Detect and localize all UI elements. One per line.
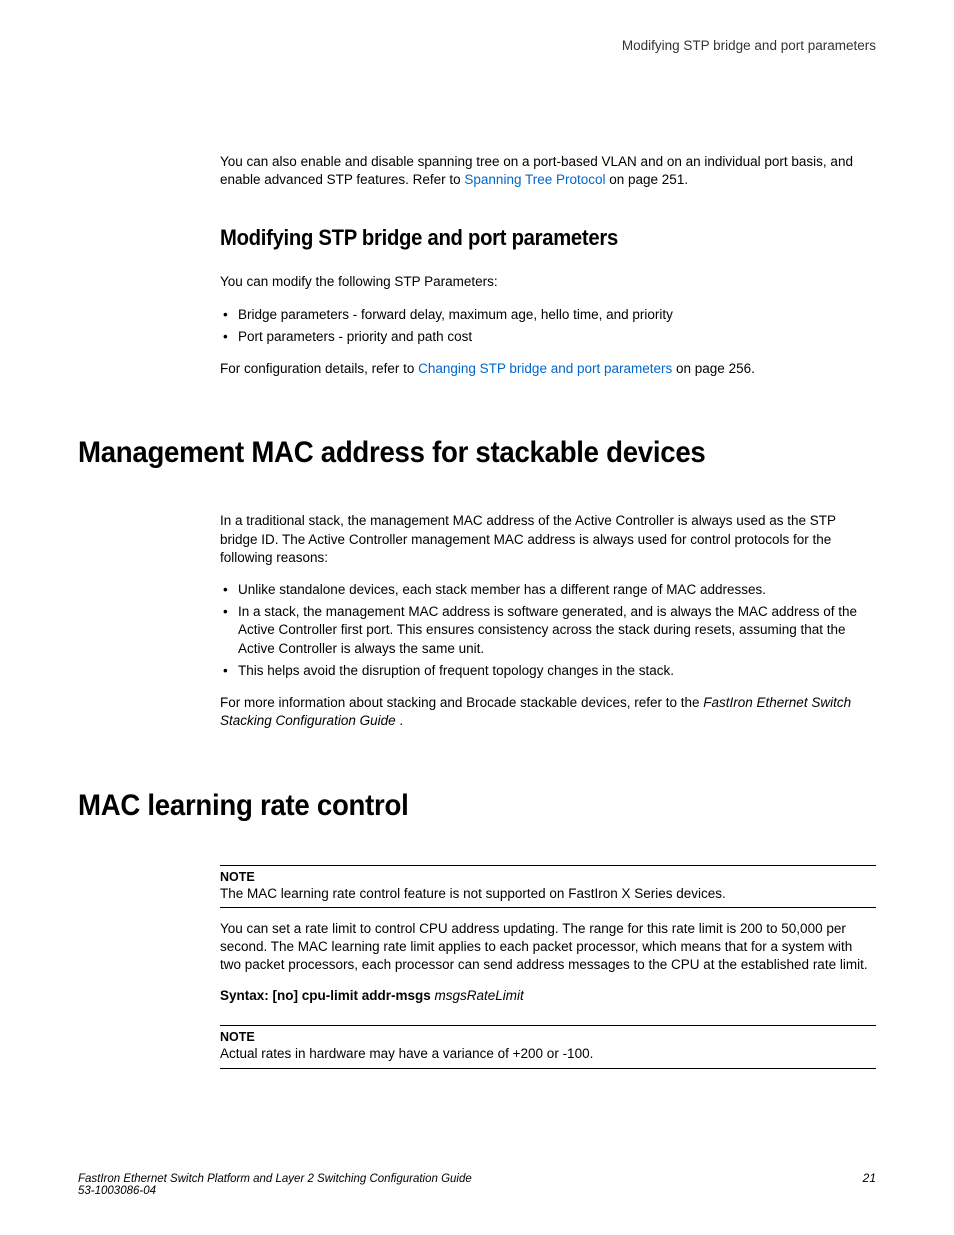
heading-management-mac: Management MAC address for stackable dev…	[78, 436, 812, 470]
footer-docnum: 53-1003086-04	[78, 1185, 876, 1197]
mac-mgmt-p2: For more information about stacking and …	[220, 694, 876, 730]
note-text: Actual rates in hardware may have a vari…	[220, 1045, 876, 1063]
list-item: Bridge parameters - forward delay, maxim…	[220, 306, 876, 324]
mac-mgmt-p2-post: .	[396, 713, 404, 728]
stp-p2: For configuration details, refer to Chan…	[220, 360, 876, 378]
mac-mgmt-p2-pre: For more information about stacking and …	[220, 695, 703, 710]
heading-modifying-stp: Modifying STP bridge and port parameters	[220, 225, 824, 251]
mac-rate-block: NOTE The MAC learning rate control featu…	[220, 865, 876, 1069]
mac-rate-p1: You can set a rate limit to control CPU …	[220, 920, 876, 975]
page-footer: FastIron Ethernet Switch Platform and La…	[78, 1171, 876, 1197]
footer-page-number: 21	[863, 1171, 876, 1185]
note-box-1: NOTE The MAC learning rate control featu…	[220, 865, 876, 908]
note-text: The MAC learning rate control feature is…	[220, 885, 876, 903]
mac-mgmt-block: In a traditional stack, the management M…	[220, 512, 876, 730]
stp-p2-post: on page 256.	[672, 361, 755, 376]
note-box-2: NOTE Actual rates in hardware may have a…	[220, 1025, 876, 1068]
stp-bullet-list: Bridge parameters - forward delay, maxim…	[220, 306, 876, 346]
list-item: This helps avoid the disruption of frequ…	[220, 662, 876, 680]
note-label: NOTE	[220, 870, 876, 884]
mac-mgmt-bullet-list: Unlike standalone devices, each stack me…	[220, 581, 876, 680]
stp-p1: You can modify the following STP Paramet…	[220, 273, 876, 291]
list-item: Unlike standalone devices, each stack me…	[220, 581, 876, 599]
list-item: Port parameters - priority and path cost	[220, 328, 876, 346]
footer-title: FastIron Ethernet Switch Platform and La…	[78, 1173, 472, 1185]
syntax-italic: msgsRateLimit	[435, 988, 524, 1003]
link-spanning-tree-protocol[interactable]: Spanning Tree Protocol	[464, 172, 605, 187]
mac-mgmt-p1: In a traditional stack, the management M…	[220, 512, 876, 567]
heading-mac-learning-rate: MAC learning rate control	[78, 789, 812, 823]
link-changing-stp-params[interactable]: Changing STP bridge and port parameters	[418, 361, 672, 376]
syntax-line: Syntax: [no] cpu-limit addr-msgs msgsRat…	[220, 988, 876, 1003]
note-label: NOTE	[220, 1030, 876, 1044]
intro-text-post: on page 251.	[606, 172, 689, 187]
syntax-bold: Syntax: [no] cpu-limit addr-msgs	[220, 988, 435, 1003]
stp-p2-pre: For configuration details, refer to	[220, 361, 418, 376]
intro-paragraph: You can also enable and disable spanning…	[220, 153, 876, 189]
list-item: In a stack, the management MAC address i…	[220, 603, 876, 658]
running-header: Modifying STP bridge and port parameters	[78, 38, 876, 53]
intro-block: You can also enable and disable spanning…	[220, 153, 876, 378]
